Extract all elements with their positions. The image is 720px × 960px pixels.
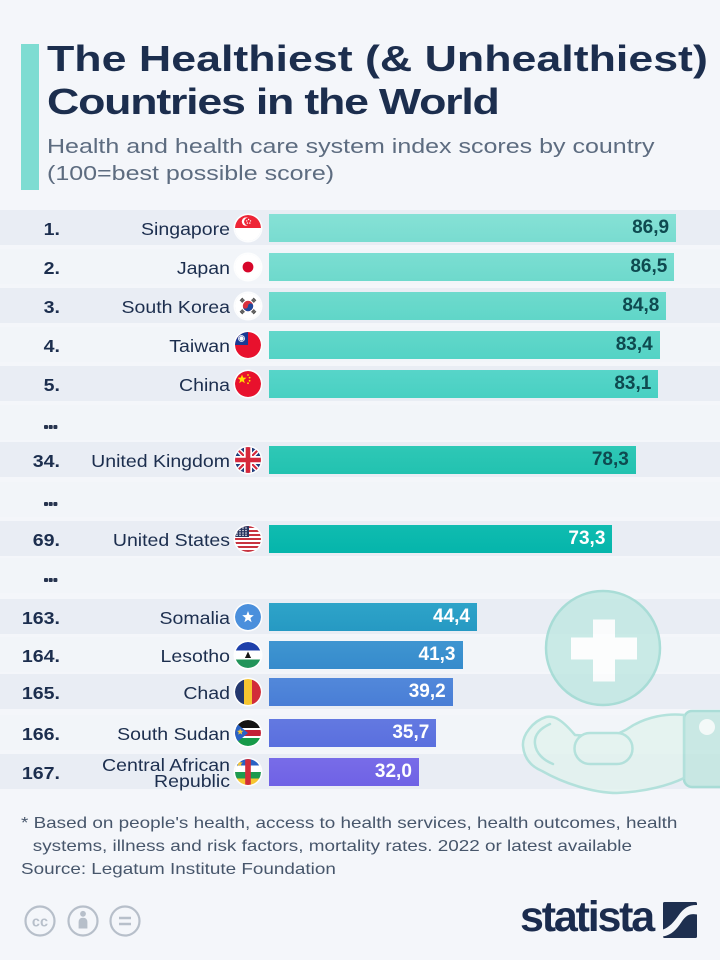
svg-text:cc: cc <box>32 915 48 931</box>
